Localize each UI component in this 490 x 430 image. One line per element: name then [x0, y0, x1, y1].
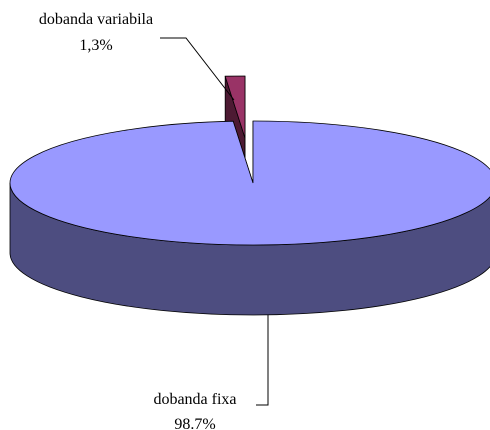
value-label: 98.7% [174, 416, 215, 430]
slice [9, 120, 490, 246]
value-label: 1,3% [79, 37, 112, 54]
slice-label: dobanda fixa [153, 391, 236, 408]
pie [9, 75, 490, 316]
slice-label: dobanda variabila [39, 11, 153, 28]
leader-line [256, 315, 269, 406]
slice [224, 75, 246, 139]
leader-line [160, 37, 235, 101]
